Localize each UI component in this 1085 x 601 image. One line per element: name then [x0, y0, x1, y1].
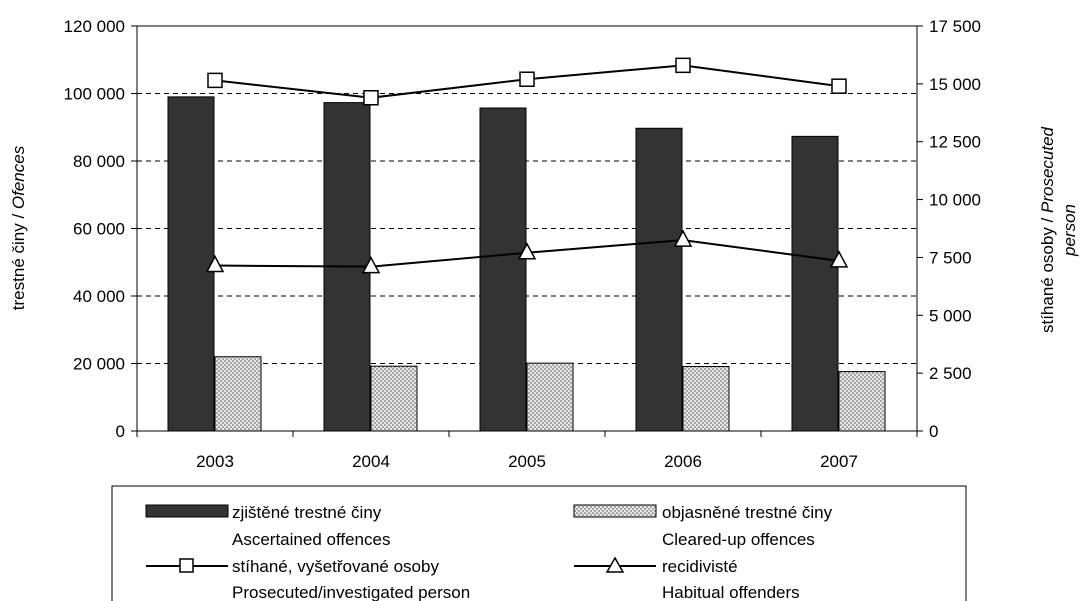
x-tick-label: 2006: [664, 452, 702, 471]
axes: 0 20 000 40 000 60 000 80 000 100 000 120 000 0…: [64, 17, 981, 471]
bar-ascertained-2005: [479, 107, 527, 432]
y-right-axis-title-line2: person: [1060, 204, 1079, 257]
y-right-tick-label: 5 000: [929, 306, 972, 325]
legend-label-cleared: objasněné trestné činy: [662, 503, 833, 522]
y-right-tick-label: 2 500: [929, 364, 972, 383]
y-right-tick-label: 15 000: [929, 75, 981, 94]
point-prosecuted-2004: [363, 89, 379, 106]
bar-cleared-2004: [370, 365, 418, 432]
bar-cleared-2003: [214, 356, 262, 432]
bar-ascertained-2003: [167, 96, 215, 432]
y-left-tick-label: 0: [116, 422, 125, 441]
y-left-tick-label: 60 000: [73, 220, 125, 239]
y-left-tick-label: 100 000: [64, 85, 125, 104]
point-habitual-2007: [829, 250, 849, 268]
gridlines: [137, 93, 917, 364]
x-tick-label: 2003: [196, 452, 234, 471]
legend-swatch-cleared: [573, 504, 657, 518]
bar-ascertained-2007: [791, 135, 839, 432]
legend: zjištěné trestné činy Ascertained offenc…: [111, 485, 967, 601]
bar-cleared-2007: [838, 371, 886, 432]
point-prosecuted-2003: [207, 72, 223, 89]
y-right-tick-label: 12 500: [929, 133, 981, 152]
point-habitual-2003: [205, 254, 225, 273]
y-right-axis-title-line1: stíhané osoby / Prosecuted: [1038, 126, 1057, 333]
y-left-tick-label: 40 000: [73, 287, 125, 306]
legend-marker-habitual: [605, 556, 625, 573]
y-left-tick-label: 80 000: [73, 152, 125, 171]
legend-swatch-ascertained: [145, 504, 229, 518]
x-tick-label: 2005: [508, 452, 546, 471]
legend-box: [111, 485, 967, 601]
y-right-tick-label: 10 000: [929, 191, 981, 210]
bar-ascertained-2006: [635, 127, 683, 432]
x-tick-label: 2007: [820, 452, 858, 471]
legend-label-ascertained: zjištěné trestné činy: [232, 503, 382, 522]
point-prosecuted-2006: [675, 57, 691, 74]
legend-label-cleared-en: Cleared-up offences: [662, 530, 815, 549]
legend-label-habitual: recidivisté: [662, 557, 738, 576]
bar-cleared-2006: [682, 366, 730, 432]
lines: [205, 57, 849, 274]
point-habitual-2006: [673, 229, 693, 247]
legend-label-prosecuted-en: Prosecuted/investigated person: [232, 583, 470, 601]
point-habitual-2004: [361, 256, 381, 274]
y-right-tick-label: 0: [929, 422, 938, 441]
legend-marker-prosecuted: [179, 558, 194, 573]
legend-label-habitual-en: Habitual offenders: [662, 583, 800, 601]
y-right-tick-label: 7 500: [929, 248, 972, 267]
legend-label-prosecuted: stíhané, vyšetřované osoby: [232, 557, 439, 576]
y-right-tick-label: 17 500: [929, 17, 981, 36]
x-tick-label: 2004: [352, 452, 390, 471]
point-prosecuted-2007: [831, 78, 847, 94]
legend-label-ascertained-en: Ascertained offences: [232, 530, 390, 549]
y-left-axis-title: trestné činy / Ofences: [9, 145, 28, 310]
y-left-tick-label: 120 000: [64, 17, 125, 36]
point-prosecuted-2005: [519, 71, 535, 87]
y-left-tick-label: 20 000: [73, 355, 125, 374]
bar-cleared-2005: [526, 362, 574, 432]
point-habitual-2005: [517, 242, 537, 260]
